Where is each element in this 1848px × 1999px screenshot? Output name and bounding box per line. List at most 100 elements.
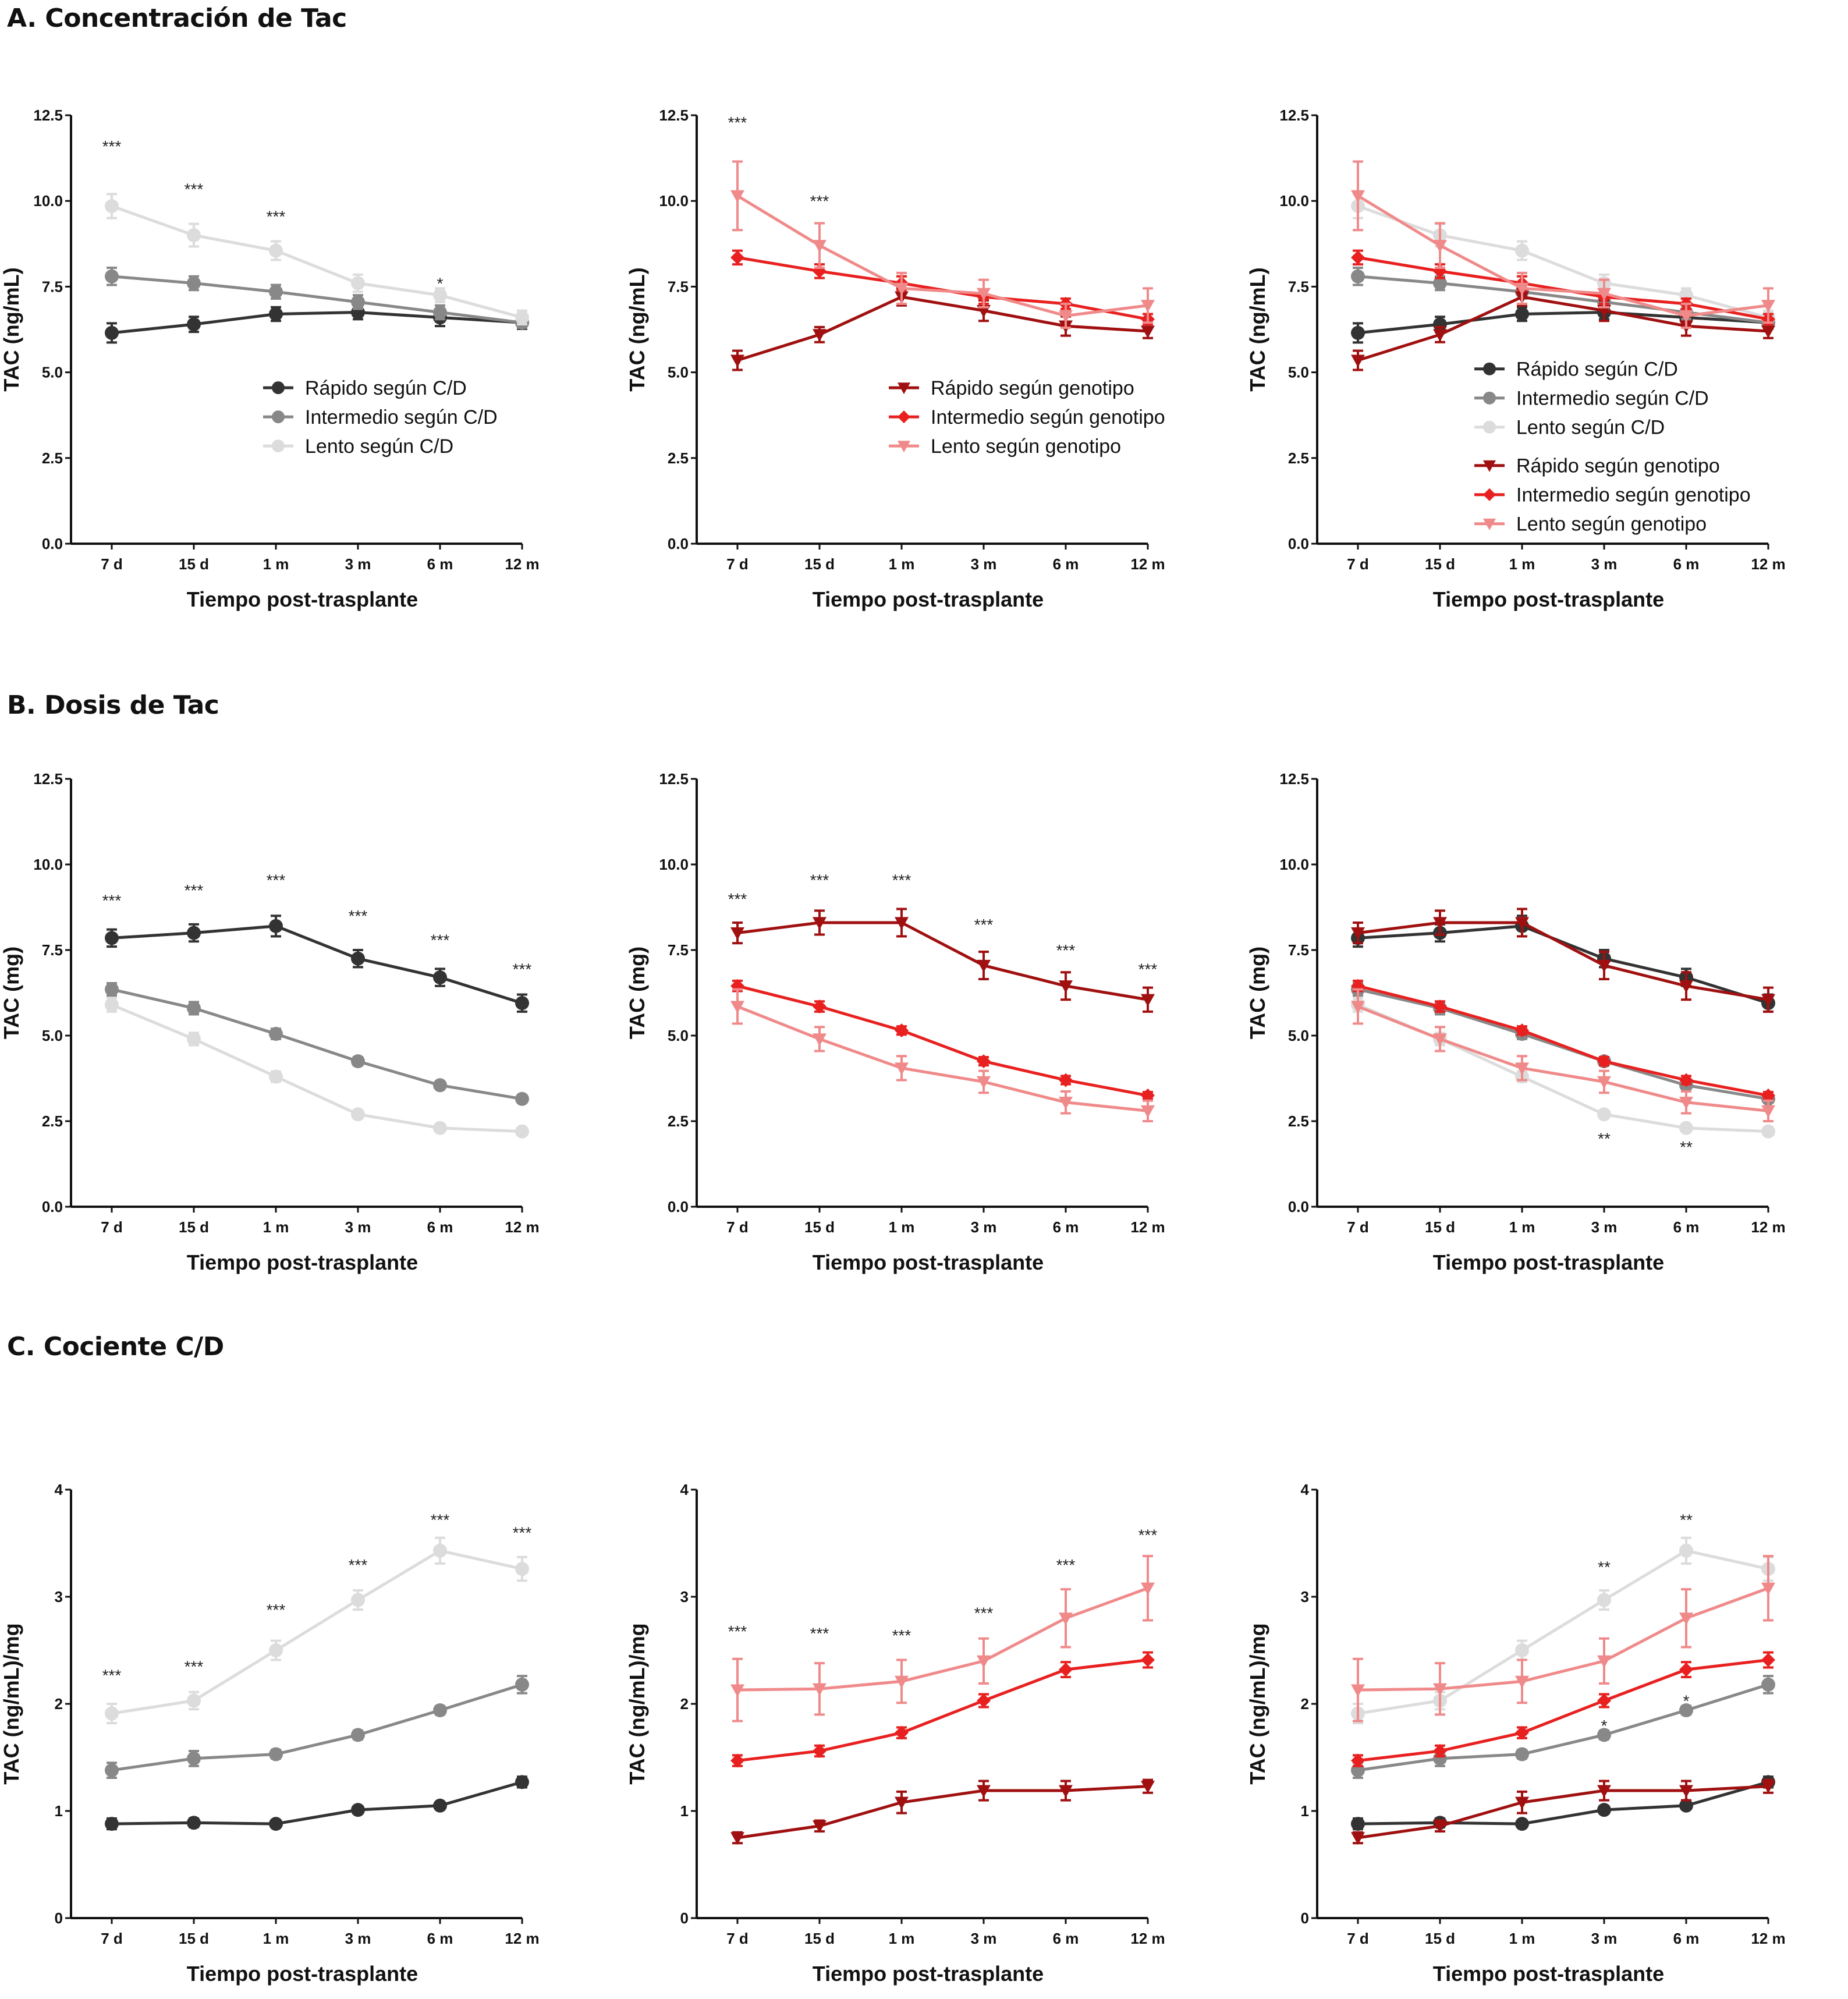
data-point <box>895 917 909 930</box>
x-tick-label: 3 m <box>971 555 997 573</box>
significance-label: ** <box>1598 1558 1611 1576</box>
data-point <box>1515 1675 1529 1689</box>
x-tick-label: 12 m <box>1751 1218 1785 1236</box>
data-point <box>1761 300 1775 313</box>
x-tick-label: 6 m <box>1673 1930 1700 1947</box>
series-rapido-cd <box>1351 915 1775 1013</box>
data-point <box>1433 1000 1447 1014</box>
series-lento-cd <box>105 193 529 326</box>
data-point <box>977 1785 991 1798</box>
data-point <box>1679 1612 1693 1625</box>
significance-label: ** <box>1680 1511 1693 1529</box>
data-point <box>269 1027 283 1041</box>
series-line <box>1357 194 1769 317</box>
significance-label: *** <box>349 1556 368 1574</box>
legend-item: Lento según C/D <box>263 435 453 458</box>
data-point <box>1761 1088 1775 1103</box>
y-tick-label: 1 <box>1301 1802 1309 1820</box>
y-tick-label: 4 <box>680 1481 689 1498</box>
legend: Rápido según C/D Intermedio según C/D Lent… <box>263 377 498 458</box>
series-line <box>736 194 1148 317</box>
legend-item: Lento según genotipo <box>1474 513 1707 536</box>
y-axis-title: TAC (ng/mL) <box>625 267 649 391</box>
data-point <box>730 1001 744 1014</box>
data-point <box>813 240 827 253</box>
data-point <box>977 288 991 301</box>
x-tick-label: 15 d <box>1425 1930 1455 1947</box>
series-line <box>737 921 1148 1001</box>
data-point <box>1351 927 1365 940</box>
series-rapido-gen <box>730 287 1155 371</box>
y-tick-label: 5.0 <box>1288 364 1309 381</box>
x-tick-label: 7 d <box>101 1930 123 1947</box>
chart-panel-a3: 0.0 2.5 5.0 7.5 10.0 12.5 7 d 15 d 1 m 3 m 6 m 12 m… <box>1246 107 1786 611</box>
chart-panel-c1: 0 1 2 3 4 7 d 15 d 1 m 3 m 6 m 12 m Tiempo post-tra… <box>0 1481 540 1986</box>
legend: Rápido según genotipo Intermedio según ge… <box>889 377 1165 458</box>
y-tick-label: 7.5 <box>42 278 63 295</box>
x-tick-label: 6 m <box>1053 1218 1079 1236</box>
x-tick-label: 15 d <box>179 555 209 573</box>
data-point <box>1597 1076 1611 1089</box>
significance-label: *** <box>431 931 450 949</box>
x-tick-label: 15 d <box>804 555 835 573</box>
data-point <box>269 919 283 933</box>
series-lento-gen <box>730 1555 1155 1722</box>
data-point <box>1059 1612 1073 1625</box>
significance-label: *** <box>810 192 829 210</box>
x-tick-label: 3 m <box>971 1930 997 1947</box>
x-tick-label: 12 m <box>1130 555 1165 573</box>
data-point <box>433 305 447 320</box>
y-tick-label: 7.5 <box>42 941 63 959</box>
legend-label: Rápido según C/D <box>1516 359 1678 381</box>
y-axis-title: TAC (mg) <box>625 947 649 1039</box>
x-tick-label: 6 m <box>1673 1218 1700 1236</box>
y-tick-label: 5.0 <box>668 364 689 381</box>
data-point <box>1515 307 1529 321</box>
chart-panel-a1: 0.0 2.5 5.0 7.5 10.0 12.5 7 d 15 d 1 m 3 m 6 m 12 m… <box>0 107 540 611</box>
data-point <box>977 1076 991 1089</box>
x-tick-label: 15 d <box>179 1930 209 1947</box>
series-line <box>737 1586 1148 1692</box>
series-line <box>737 984 1148 1097</box>
series-line <box>1357 1683 1769 1772</box>
y-axis-title: TAC (mg) <box>1246 947 1269 1039</box>
series-line <box>111 204 523 319</box>
data-point <box>1433 276 1447 290</box>
data-point <box>1515 243 1529 258</box>
data-point <box>1515 1817 1529 1831</box>
data-point <box>187 317 201 332</box>
y-tick-label: 2 <box>680 1695 689 1713</box>
data-point <box>1059 980 1073 993</box>
x-tick-label: 3 m <box>345 1930 371 1947</box>
data-point <box>1059 1073 1073 1087</box>
series-line <box>1357 311 1769 335</box>
data-point <box>105 1763 119 1778</box>
data-point <box>269 307 283 321</box>
data-point <box>1679 1785 1693 1798</box>
data-point <box>1679 1543 1693 1558</box>
data-point <box>187 1001 201 1015</box>
data-point <box>1679 1097 1693 1110</box>
y-tick-label: 7.5 <box>1288 278 1309 295</box>
y-axis-title: TAC (ng/mL)/mg <box>1246 1623 1269 1784</box>
data-point <box>351 951 365 966</box>
legend-label: Intermedio según C/D <box>1516 388 1709 410</box>
y-axis-title: TAC (ng/mL) <box>0 267 23 391</box>
significance-label: *** <box>185 180 204 199</box>
series-intermedio-gen <box>1351 1651 1775 1768</box>
data-point <box>1433 1743 1447 1758</box>
y-tick-label: 2 <box>55 1695 63 1713</box>
legend-item: Rápido según genotipo <box>1474 455 1720 477</box>
x-axis-title: Tiempo post-trasplante <box>1433 587 1664 611</box>
x-tick-label: 3 m <box>1591 1218 1618 1236</box>
significance-label: *** <box>267 871 286 889</box>
chart-panel-c2: 0 1 2 3 4 7 d 15 d 1 m 3 m 6 m 12 m Tiempo post-tra… <box>625 1481 1165 1986</box>
data-point <box>433 1703 447 1718</box>
y-tick-label: 10.0 <box>1279 192 1309 210</box>
data-point <box>1761 994 1775 1007</box>
legend-item: Rápido según C/D <box>1474 359 1678 381</box>
data-point <box>1679 1798 1693 1813</box>
y-tick-label: 10.0 <box>659 856 689 873</box>
data-point <box>895 1023 909 1038</box>
x-tick-label: 7 d <box>1347 1218 1369 1236</box>
